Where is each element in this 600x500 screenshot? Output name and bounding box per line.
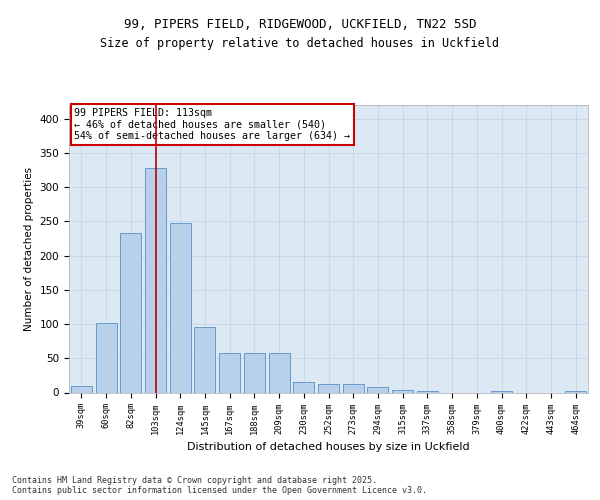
Bar <box>71 386 92 392</box>
Text: Contains HM Land Registry data © Crown copyright and database right 2025.
Contai: Contains HM Land Registry data © Crown c… <box>12 476 427 495</box>
Bar <box>417 391 438 392</box>
Bar <box>491 391 512 392</box>
Bar <box>120 233 141 392</box>
Bar <box>145 168 166 392</box>
Bar <box>95 322 116 392</box>
Text: 99 PIPERS FIELD: 113sqm
← 46% of detached houses are smaller (540)
54% of semi-d: 99 PIPERS FIELD: 113sqm ← 46% of detache… <box>74 108 350 141</box>
Bar <box>269 354 290 393</box>
Bar <box>219 354 240 393</box>
Text: 99, PIPERS FIELD, RIDGEWOOD, UCKFIELD, TN22 5SD: 99, PIPERS FIELD, RIDGEWOOD, UCKFIELD, T… <box>124 18 476 30</box>
X-axis label: Distribution of detached houses by size in Uckfield: Distribution of detached houses by size … <box>187 442 470 452</box>
Text: Size of property relative to detached houses in Uckfield: Size of property relative to detached ho… <box>101 38 499 51</box>
Bar <box>194 327 215 392</box>
Bar <box>392 390 413 392</box>
Bar <box>565 391 586 392</box>
Bar <box>343 384 364 392</box>
Bar <box>244 354 265 393</box>
Y-axis label: Number of detached properties: Number of detached properties <box>24 166 34 331</box>
Bar <box>367 387 388 392</box>
Bar <box>293 382 314 392</box>
Bar <box>318 384 339 392</box>
Bar <box>170 222 191 392</box>
